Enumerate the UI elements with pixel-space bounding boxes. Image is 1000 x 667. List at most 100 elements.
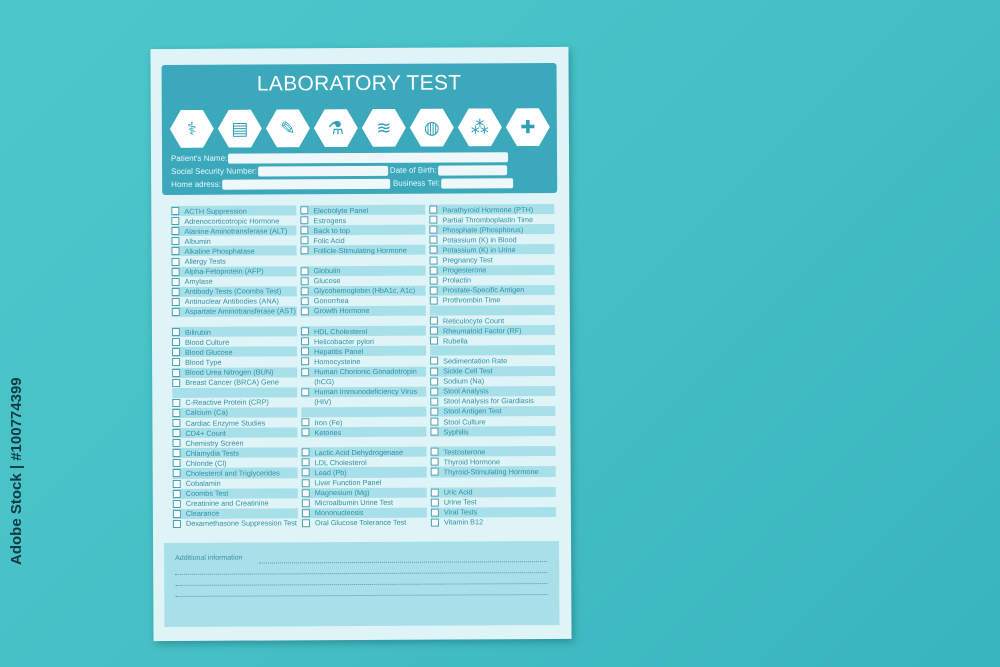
checkbox[interactable]: [430, 387, 439, 396]
checkbox[interactable]: [300, 287, 309, 296]
checkbox[interactable]: [429, 205, 438, 214]
checkbox[interactable]: [171, 287, 180, 296]
ssn-input[interactable]: [257, 165, 388, 177]
checkbox[interactable]: [171, 227, 180, 236]
checkbox[interactable]: [430, 377, 439, 386]
checkbox[interactable]: [429, 316, 438, 325]
checkbox[interactable]: [301, 418, 310, 427]
checkbox[interactable]: [429, 266, 438, 275]
checkbox[interactable]: [429, 336, 439, 345]
checkbox[interactable]: [171, 257, 180, 266]
checkbox[interactable]: [300, 307, 309, 316]
checkbox[interactable]: [172, 489, 181, 498]
checkbox[interactable]: [301, 509, 310, 518]
checkbox[interactable]: [172, 368, 181, 377]
info-line[interactable]: [259, 561, 548, 564]
info-line[interactable]: [175, 594, 548, 597]
patient-name-input[interactable]: [228, 151, 509, 164]
checkbox[interactable]: [301, 458, 310, 467]
checkbox[interactable]: [172, 358, 181, 367]
info-line[interactable]: [175, 583, 548, 586]
checkbox[interactable]: [171, 206, 180, 216]
checkbox[interactable]: [301, 357, 310, 366]
checkbox[interactable]: [172, 519, 181, 528]
checkbox[interactable]: [301, 428, 310, 437]
checkbox[interactable]: [172, 509, 181, 518]
business-tel-input[interactable]: [440, 177, 513, 189]
checkbox[interactable]: [171, 328, 180, 337]
checkbox[interactable]: [429, 286, 438, 295]
checkbox[interactable]: [300, 226, 309, 235]
checkbox[interactable]: [430, 397, 439, 406]
checkbox[interactable]: [172, 459, 181, 468]
checkbox[interactable]: [301, 468, 310, 477]
checkbox[interactable]: [430, 488, 439, 497]
empty-row: [301, 316, 426, 327]
checkbox[interactable]: [172, 429, 181, 438]
info-line[interactable]: [175, 572, 548, 575]
checkbox[interactable]: [300, 206, 309, 215]
checkbox[interactable]: [429, 256, 438, 265]
checkbox[interactable]: [430, 518, 439, 527]
checkbox[interactable]: [301, 448, 310, 457]
checkbox[interactable]: [171, 217, 180, 226]
checkbox[interactable]: [430, 367, 439, 376]
checkbox[interactable]: [300, 327, 309, 336]
checkbox[interactable]: [429, 326, 438, 335]
checkbox[interactable]: [301, 388, 310, 397]
checkbox[interactable]: [300, 337, 310, 346]
checkbox[interactable]: [301, 347, 310, 356]
checkbox[interactable]: [172, 449, 181, 458]
empty-row: [301, 255, 426, 266]
checkbox[interactable]: [301, 519, 310, 528]
checkbox[interactable]: [430, 468, 439, 477]
checkbox[interactable]: [171, 338, 181, 347]
checkbox[interactable]: [430, 407, 439, 416]
test-label: Globulin: [313, 266, 341, 276]
checkbox[interactable]: [300, 246, 309, 255]
checkbox[interactable]: [172, 398, 181, 407]
checkbox[interactable]: [171, 277, 180, 286]
checkbox[interactable]: [172, 378, 181, 387]
test-label: Clearance: [185, 509, 220, 519]
test-label: Microalbumin Urine Test: [314, 498, 393, 508]
checkbox[interactable]: [300, 297, 309, 306]
checkbox[interactable]: [300, 276, 309, 286]
checkbox[interactable]: [301, 499, 310, 508]
checkbox[interactable]: [429, 225, 438, 234]
checkbox[interactable]: [429, 246, 438, 255]
checkbox[interactable]: [172, 479, 181, 488]
checkbox[interactable]: [300, 266, 309, 275]
checkbox[interactable]: [172, 499, 181, 508]
first-aid-kit-icon: ✚: [506, 108, 550, 146]
dob-input[interactable]: [437, 164, 507, 176]
checkbox[interactable]: [171, 267, 180, 276]
checkbox[interactable]: [171, 307, 180, 316]
home-address-input[interactable]: [221, 178, 390, 190]
checkbox[interactable]: [172, 418, 181, 428]
checkbox[interactable]: [430, 427, 439, 436]
checkbox[interactable]: [171, 297, 180, 306]
checkbox[interactable]: [430, 498, 439, 507]
checkbox[interactable]: [300, 216, 309, 225]
checkbox[interactable]: [171, 237, 180, 246]
checkbox[interactable]: [172, 408, 181, 417]
checkbox[interactable]: [430, 508, 439, 517]
checkbox[interactable]: [172, 348, 181, 357]
checkbox[interactable]: [430, 417, 439, 426]
checkbox[interactable]: [430, 457, 439, 467]
checkbox[interactable]: [300, 236, 309, 245]
checkbox[interactable]: [430, 447, 439, 456]
checkbox[interactable]: [429, 215, 438, 224]
checkbox[interactable]: [171, 247, 180, 256]
checkbox[interactable]: [172, 469, 181, 478]
test-label: Blood Glucose: [185, 347, 233, 357]
checkbox[interactable]: [301, 488, 310, 497]
checkbox[interactable]: [429, 276, 438, 285]
checkbox[interactable]: [429, 235, 438, 244]
checkbox[interactable]: [429, 296, 438, 305]
checkbox[interactable]: [430, 357, 439, 366]
checkbox[interactable]: [301, 367, 310, 376]
checkbox[interactable]: [172, 439, 181, 448]
checkbox[interactable]: [301, 478, 310, 487]
